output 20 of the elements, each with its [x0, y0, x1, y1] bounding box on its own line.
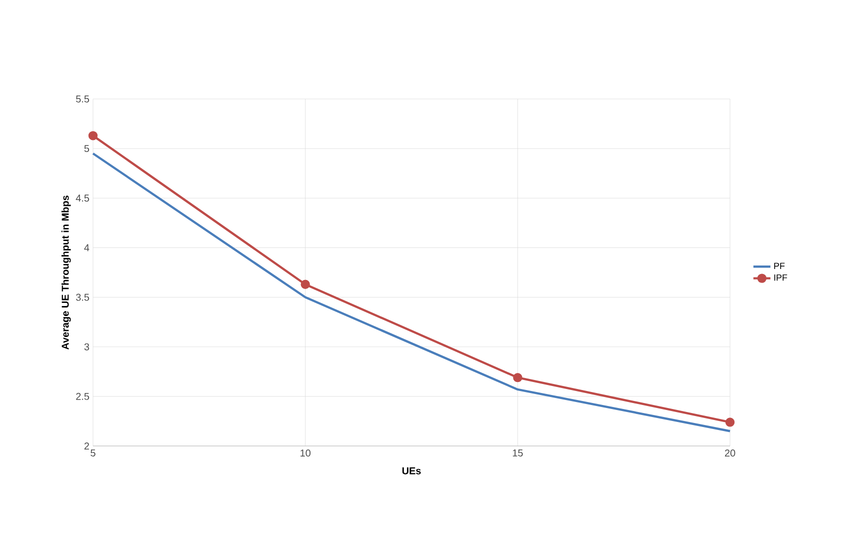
y-axis-title: Average UE Throughput in Mbps	[61, 196, 71, 350]
y-tick-label: 3	[84, 343, 90, 350]
y-tick-label: 4	[84, 244, 90, 252]
point	[725, 418, 735, 427]
point	[88, 131, 98, 140]
y-tick-label: 5.5	[76, 96, 90, 102]
x-tick-label: 5	[90, 450, 96, 456]
y-tick-label: 2.5	[76, 392, 90, 400]
y-tick-label: 5	[84, 145, 90, 152]
y-tick-label: 2	[84, 442, 89, 450]
y-tick-label: 4.5	[76, 194, 90, 202]
y-tick-label: 3.5	[76, 294, 90, 301]
x-tick-label: 10	[300, 450, 310, 457]
point	[300, 280, 310, 289]
x-axis-title: UEs	[402, 467, 421, 474]
legend-label: PF	[774, 262, 785, 269]
x-tick-label: 15	[512, 450, 523, 456]
x-tick-label: 20	[724, 450, 736, 457]
point	[513, 372, 522, 382]
legend-label: IPF	[774, 274, 788, 281]
